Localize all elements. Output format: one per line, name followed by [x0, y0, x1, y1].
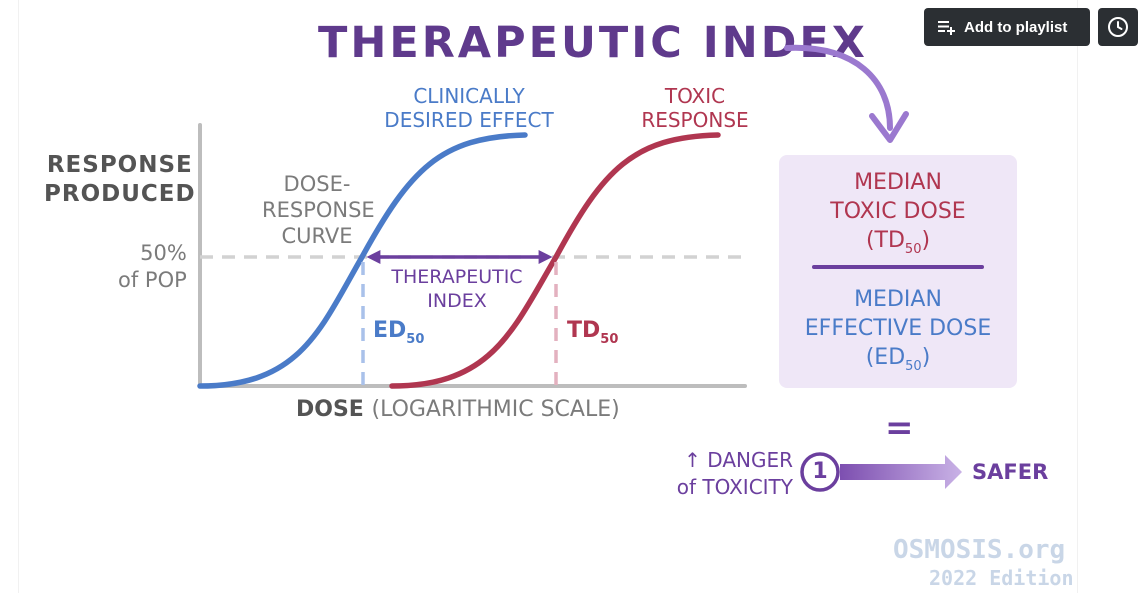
y-axis-label-line2: PRODUCED	[44, 181, 196, 207]
y-axis-label-line1: RESPONSE	[46, 152, 193, 178]
danger-line2: of TOXICITY	[676, 475, 793, 499]
ed50-subscript: 50	[406, 332, 425, 347]
curve-label-line1: DOSE-	[283, 172, 351, 196]
playlist-add-icon	[938, 21, 955, 35]
toxic-label-line2: RESPONSE	[641, 108, 749, 132]
effect-label-line1: CLINICALLY	[413, 84, 525, 108]
fraction-bar	[812, 265, 984, 269]
numerator-abbr: TD	[874, 228, 905, 253]
td50-subscript: 50	[600, 332, 619, 347]
numerator-line1: MEDIAN	[854, 170, 942, 195]
danger-line1: ↑ DANGER	[684, 448, 793, 472]
one-value: 1	[812, 459, 828, 484]
effect-curve	[197, 132, 528, 389]
formula-denominator: MEDIAN EFFECTIVE DOSE (ED50)	[779, 285, 1017, 375]
td50-label: TD50	[567, 318, 618, 347]
one-circle	[800, 452, 840, 492]
numerator-subscript: 50	[904, 242, 922, 257]
td50-text: TD	[567, 318, 601, 343]
x-axis-label: DOSE (LOGARITHMIC SCALE)	[296, 397, 620, 422]
fifty-percent-label-line1: 50%	[140, 241, 187, 265]
equals-sign: =	[885, 408, 914, 448]
clock-icon	[1108, 17, 1128, 37]
title-to-formula-arrow	[784, 44, 893, 131]
effect-label-line2: DESIRED EFFECT	[384, 108, 554, 132]
y-axis-label: RESPONSE PRODUCED	[44, 151, 196, 209]
denominator-line1: MEDIAN	[854, 287, 942, 312]
curve-label-line2: RESPONSE	[262, 198, 375, 222]
safer-arrow	[840, 455, 962, 489]
formula-numerator: MEDIAN TOXIC DOSE (TD50)	[779, 168, 1017, 258]
numerator-line2: TOXIC DOSE	[830, 199, 966, 224]
fifty-percent-label: 50% of POP	[118, 240, 187, 294]
watermark-brand: OSMOSIS.org	[893, 535, 1066, 565]
toxic-label-line1: TOXIC	[664, 84, 726, 108]
numerator-abbreviation: (TD50)	[865, 228, 931, 257]
index-label-line1: THERAPEUTIC	[391, 266, 523, 288]
title-to-formula-arrowhead	[869, 111, 909, 143]
diagram-title: THERAPEUTIC INDEX	[318, 18, 868, 68]
danger-of-toxicity-label: ↑ DANGER of TOXICITY	[650, 447, 793, 501]
denominator-abbreviation: (ED50)	[865, 345, 931, 374]
safer-label: SAFER	[972, 460, 1049, 484]
denominator-line2: EFFECTIVE DOSE	[804, 316, 992, 341]
curve-label-line3: CURVE	[281, 224, 353, 248]
ed50-label: ED50	[373, 318, 424, 347]
ed50-text: ED	[373, 318, 407, 343]
therapeutic-index-label: THERAPEUTIC INDEX	[382, 265, 532, 313]
add-to-playlist-label: Add to playlist	[964, 18, 1068, 36]
toxic-response-label: TOXIC RESPONSE	[638, 84, 752, 132]
x-axis-label-dose: DOSE	[296, 397, 364, 422]
index-label-line2: INDEX	[427, 290, 487, 312]
clinically-desired-effect-label: CLINICALLY DESIRED EFFECT	[378, 84, 560, 132]
watch-later-button[interactable]	[1098, 8, 1138, 46]
osmosis-watermark: OSMOSIS.org 2022 Edition	[893, 530, 1074, 590]
watermark-edition: 2022 Edition	[929, 566, 1074, 590]
dose-response-curve-label: DOSE- RESPONSE CURVE	[262, 171, 375, 249]
therapeutic-index-formula-panel	[779, 155, 1017, 388]
x-axis-label-scale: (LOGARITHMIC SCALE)	[371, 397, 620, 422]
fifty-percent-label-line2: of POP	[118, 268, 187, 292]
add-to-playlist-button[interactable]: Add to playlist	[924, 8, 1090, 46]
denominator-subscript: 50	[905, 359, 922, 374]
denominator-abbr: ED	[874, 345, 906, 370]
toxic-curve	[389, 132, 721, 389]
